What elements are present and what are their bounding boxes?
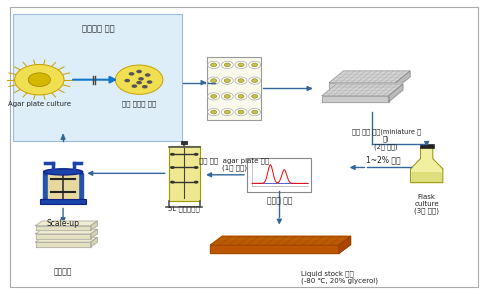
Circle shape	[129, 72, 134, 76]
Circle shape	[238, 110, 244, 114]
Circle shape	[115, 65, 163, 94]
Polygon shape	[43, 173, 83, 201]
Circle shape	[194, 181, 199, 183]
Bar	[13, 14, 182, 141]
Circle shape	[221, 93, 233, 100]
Ellipse shape	[43, 169, 83, 175]
Bar	[419, 144, 434, 148]
Ellipse shape	[43, 170, 83, 177]
Circle shape	[224, 63, 230, 67]
Circle shape	[252, 63, 258, 67]
Circle shape	[142, 85, 147, 88]
Circle shape	[224, 94, 230, 98]
Circle shape	[208, 93, 220, 100]
Circle shape	[14, 64, 64, 95]
Circle shape	[221, 61, 233, 69]
Circle shape	[145, 73, 150, 77]
Circle shape	[211, 110, 217, 114]
Circle shape	[124, 79, 130, 82]
Circle shape	[224, 110, 230, 114]
Bar	[181, 141, 187, 144]
Polygon shape	[339, 236, 350, 253]
Circle shape	[194, 166, 199, 169]
Text: 다당체 분석: 다당체 분석	[267, 196, 292, 205]
Text: Liquid stock 보관
(-80 ℃, 20% glycerol): Liquid stock 보관 (-80 ℃, 20% glycerol)	[301, 270, 378, 284]
Circle shape	[136, 70, 142, 73]
Polygon shape	[36, 242, 91, 247]
Circle shape	[238, 94, 244, 98]
Bar	[207, 57, 262, 120]
Text: 원형질체 분리: 원형질체 분리	[82, 24, 115, 33]
Polygon shape	[36, 226, 91, 230]
Circle shape	[235, 61, 247, 69]
Circle shape	[136, 81, 142, 84]
Polygon shape	[91, 221, 97, 230]
Polygon shape	[322, 96, 388, 102]
Polygon shape	[396, 71, 410, 88]
Circle shape	[252, 94, 258, 98]
Circle shape	[28, 73, 51, 86]
Bar	[40, 199, 86, 204]
Polygon shape	[36, 234, 91, 239]
Text: 단일 콜로니 획득: 단일 콜로니 획득	[122, 101, 156, 107]
Circle shape	[238, 63, 244, 67]
Polygon shape	[329, 71, 410, 83]
Text: Flask
culture
(3자 선별): Flask culture (3자 선별)	[414, 194, 439, 214]
Circle shape	[252, 110, 258, 114]
Circle shape	[211, 94, 217, 98]
Polygon shape	[322, 84, 403, 96]
Circle shape	[208, 77, 220, 84]
Polygon shape	[211, 244, 350, 253]
Bar	[169, 146, 200, 201]
Text: Scale-up: Scale-up	[47, 219, 80, 228]
Ellipse shape	[48, 171, 78, 176]
Polygon shape	[36, 221, 97, 226]
Polygon shape	[211, 245, 339, 253]
Text: 단일 균주 배양(miniature 배
양)
(2자 선별): 단일 균주 배양(miniature 배 양) (2자 선별)	[352, 128, 421, 150]
Circle shape	[235, 77, 247, 84]
Circle shape	[208, 108, 220, 116]
Polygon shape	[412, 173, 442, 182]
Circle shape	[132, 84, 137, 88]
Circle shape	[208, 61, 220, 69]
Circle shape	[194, 153, 199, 156]
Polygon shape	[91, 238, 97, 247]
Circle shape	[249, 108, 261, 116]
Text: 5L 발효기배양: 5L 발효기배양	[168, 205, 200, 212]
Circle shape	[170, 153, 175, 156]
Polygon shape	[36, 238, 97, 242]
Circle shape	[249, 93, 261, 100]
Ellipse shape	[43, 197, 83, 204]
Polygon shape	[411, 148, 443, 183]
Polygon shape	[36, 229, 97, 234]
Circle shape	[235, 108, 247, 116]
Polygon shape	[48, 173, 78, 199]
Text: Agar plate culture: Agar plate culture	[8, 101, 71, 107]
Bar	[247, 158, 311, 192]
Circle shape	[211, 63, 217, 67]
Circle shape	[138, 77, 144, 81]
Polygon shape	[388, 84, 403, 102]
Circle shape	[211, 79, 217, 83]
Circle shape	[249, 77, 261, 84]
Circle shape	[249, 61, 261, 69]
Circle shape	[238, 79, 244, 83]
Circle shape	[221, 108, 233, 116]
Text: 단일 균주  agar plate 배양
(1자 선별): 단일 균주 agar plate 배양 (1자 선별)	[199, 157, 269, 171]
Circle shape	[221, 77, 233, 84]
Circle shape	[252, 79, 258, 83]
Ellipse shape	[48, 196, 78, 202]
Polygon shape	[211, 236, 350, 245]
Circle shape	[235, 93, 247, 100]
Circle shape	[170, 181, 175, 183]
Text: 고체배양: 고체배양	[54, 267, 72, 276]
Circle shape	[170, 166, 175, 169]
Circle shape	[224, 79, 230, 83]
Polygon shape	[91, 229, 97, 239]
Polygon shape	[329, 83, 396, 88]
Circle shape	[147, 80, 152, 84]
Text: 1~2% 선별: 1~2% 선별	[366, 156, 400, 165]
